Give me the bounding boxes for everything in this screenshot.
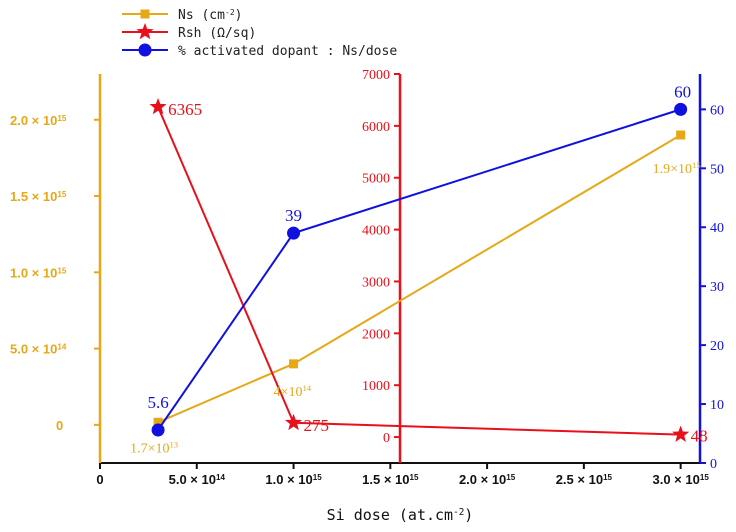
left-y-tick-label: 0 [56, 418, 63, 433]
data-label-circle: 5.6 [147, 393, 168, 412]
data-label-circle: 39 [285, 206, 302, 225]
x-tick-label: 2.5 × 1015 [556, 472, 613, 487]
data-point-square[interactable] [153, 417, 163, 427]
legend-label-star: Rsh (Ω/sq) [178, 26, 256, 41]
legend-label-circle: % activated dopant : Ns/dose [178, 44, 397, 59]
x-tick-label: 0 [96, 472, 103, 487]
data-point-circle[interactable] [674, 102, 688, 116]
data-label-square: 1.7×1013 [130, 439, 178, 456]
x-tick-label: 1.5 × 1015 [362, 472, 419, 487]
middle-y-tick-label: 4000 [362, 224, 390, 239]
right-y-tick-label: 20 [710, 339, 724, 354]
data-point-square[interactable] [289, 359, 299, 369]
middle-y-tick-label: 0 [383, 431, 390, 446]
left-y-tick-label: 1.0 × 1015 [10, 265, 67, 280]
x-tick-label: 3.0 × 1015 [652, 472, 709, 487]
series-line-star [157, 106, 681, 436]
data-point-square[interactable] [676, 130, 686, 140]
legend-label-square: Ns (cm-2) [178, 8, 243, 24]
data-label-square: 4×1014 [274, 383, 312, 400]
right-y-tick-label: 30 [710, 280, 724, 295]
middle-y-tick-label: 6000 [362, 120, 390, 135]
right-y-tick-label: 60 [710, 103, 724, 118]
right-y-tick-label: 40 [710, 221, 724, 236]
data-label-circle: 60 [674, 82, 691, 101]
middle-y-tick-label: 5000 [362, 172, 390, 187]
data-label-star: 48 [691, 427, 708, 446]
data-label-square: 1.9×1015 [653, 160, 701, 177]
series-layer [149, 97, 690, 442]
right-y-tick-label: 0 [710, 457, 717, 472]
middle-y-tick-label: 3000 [362, 275, 390, 290]
data-point-star[interactable] [149, 97, 167, 115]
left-y-tick-label: 2.0 × 1015 [10, 113, 67, 128]
data-point-circle[interactable] [287, 226, 301, 240]
x-tick-label: 5.0 × 1014 [169, 472, 226, 487]
legend-marker-square[interactable] [140, 9, 150, 19]
left-y-tick-label: 5.0 × 1014 [10, 342, 67, 357]
data-labels: 1.7×1013 4×1014 1.9×1015 6365 275 48 5.6 39 60 [130, 82, 708, 456]
x-axis-title: Si dose (at.cm-2) [327, 506, 474, 524]
middle-y-tick-label: 7000 [362, 68, 390, 83]
left-y-tick-label: 1.5 × 1015 [10, 189, 67, 204]
x-tick-label: 2.0 × 1015 [459, 472, 516, 487]
right-y-tick-label: 10 [710, 398, 724, 413]
data-label-star: 6365 [168, 100, 202, 119]
legend: Ns (cm-2) Rsh (Ω/sq) % activated dopant : … [122, 8, 397, 59]
right-y-tick-label: 50 [710, 162, 724, 177]
legend-marker-circle[interactable] [138, 43, 152, 57]
legend-marker-star[interactable] [136, 23, 154, 40]
data-point-star[interactable] [672, 425, 690, 442]
series-line-square [157, 134, 682, 424]
series-line-circle [157, 108, 681, 431]
data-point-circle[interactable] [151, 423, 165, 437]
x-tick-label: 1.0 × 1015 [265, 472, 322, 487]
middle-y-tick-label: 2000 [362, 327, 390, 342]
data-point-star[interactable] [284, 413, 303, 431]
data-label-star: 275 [304, 416, 330, 435]
middle-y-tick-label: 1000 [362, 379, 390, 394]
axes: 0 5.0 × 1014 1.0 × 1015 1.5 × 1015 2.0 × 101… [10, 68, 724, 524]
